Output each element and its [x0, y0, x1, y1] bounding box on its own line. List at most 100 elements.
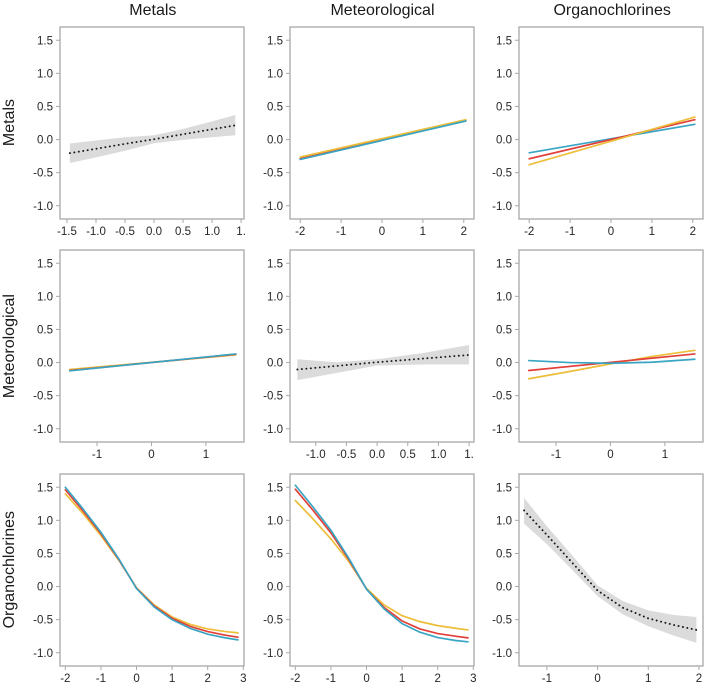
x-tick-label: -1 — [565, 226, 575, 238]
y-tick-label: -1.0 — [263, 647, 283, 659]
x-tick-label: 0 — [363, 673, 369, 685]
y-tick-label: -1.0 — [493, 647, 513, 659]
y-tick-label: 0.5 — [37, 101, 53, 113]
panel-border — [289, 26, 475, 220]
series-line-teal — [294, 484, 469, 643]
y-tick-label: 1.0 — [267, 515, 283, 527]
panel-organochlorines-organochlorines: 1.5 1.0 0.5 0.0 -0.5 -1.0 -1 0 1 2 — [479, 469, 708, 692]
x-tick-label: 2 — [690, 226, 696, 238]
x-tick-label: -2 — [295, 226, 305, 238]
x-tick-label: -1.0 — [86, 226, 106, 238]
x-tick-label: -0.5 — [336, 449, 356, 461]
x-tick-label: -1.5 — [57, 226, 77, 238]
x-tick-label: 1 — [645, 673, 651, 685]
x-tick-label: -1 — [542, 673, 552, 685]
x-tick-label: 3 — [240, 673, 246, 685]
x-tick-label: 2 — [434, 673, 440, 685]
y-tick-label: 1.5 — [496, 35, 512, 47]
confidence-band — [297, 345, 469, 381]
y-tick-label: -1.0 — [33, 647, 53, 659]
x-tick-label: 0 — [608, 226, 614, 238]
panel-metals-metals: 1.5 1.0 0.5 0.0 -0.5 -1.0 -1.5 -1.0 -0.5 0.0 0.5 1.… — [20, 22, 249, 245]
x-tick-label: 1 — [662, 449, 668, 461]
y-tick-label: 0.5 — [496, 101, 512, 113]
panel-border — [289, 473, 475, 667]
series-line-teal — [528, 358, 697, 365]
panel-organochlorines-metals: 1.5 1.0 0.5 0.0 -0.5 -1.0 -2 -1 0 1 2 3 — [20, 469, 249, 692]
panel-border — [59, 249, 245, 443]
x-tick-label: 0 — [133, 673, 139, 685]
row-label-organochlorines: Organochlorines — [0, 469, 20, 692]
panel-organochlorines-meteorological: 1.5 1.0 0.5 0.0 -0.5 -1.0 -2 -1 0 1 2 3 — [250, 469, 479, 692]
x-tick-label: 2 — [204, 673, 210, 685]
y-tick-label: 0.0 — [37, 581, 53, 593]
x-tick-label: -1 — [336, 226, 346, 238]
panel-border — [289, 249, 475, 443]
y-tick-label: -0.5 — [263, 614, 283, 626]
y-tick-label: 1.5 — [267, 482, 283, 494]
y-tick-label: 1.5 — [267, 35, 283, 47]
x-tick-label: 1.0 — [204, 226, 220, 238]
plot-meteorological-metals: 1.5 1.0 0.5 0.0 -0.5 -1.0 -1 0 1 — [33, 249, 245, 461]
x-tick-label: -2 — [524, 226, 534, 238]
y-tick-label: 0.0 — [496, 358, 512, 370]
panel-border — [59, 26, 245, 220]
x-tick-label: 1. — [464, 449, 474, 461]
series-line-red — [64, 488, 239, 638]
plot-organochlorines-meteorological: 1.5 1.0 0.5 0.0 -0.5 -1.0 -2 -1 0 1 2 3 — [263, 473, 476, 685]
panel-border — [518, 249, 704, 443]
y-tick-label: 1.5 — [496, 482, 512, 494]
y-tick-label: 0.0 — [496, 581, 512, 593]
y-tick-label: 1.0 — [496, 68, 512, 80]
y-tick-label: -1.0 — [33, 201, 53, 213]
column-header-metals: Metals — [129, 2, 177, 19]
plot-meteorological-organochlorines: 1.5 1.0 0.5 0.0 -0.5 -1.0 -1 0 1 — [493, 249, 704, 461]
y-tick-label: 1.0 — [37, 68, 53, 80]
fit-line-dotted — [296, 354, 470, 371]
series-line-teal — [64, 486, 239, 641]
y-tick-label: 1.0 — [267, 68, 283, 80]
x-tick-label: 2 — [460, 226, 466, 238]
x-tick-label: -1 — [92, 449, 102, 461]
series-line-teal — [68, 353, 237, 373]
y-tick-label: -0.5 — [493, 391, 513, 403]
row-label-text: Organochlorines — [1, 510, 18, 629]
y-tick-label: -0.5 — [33, 391, 53, 403]
column-header-meteorological: Meteorological — [330, 2, 435, 19]
y-tick-label: 1.0 — [267, 292, 283, 304]
x-tick-label: 0.0 — [146, 226, 162, 238]
y-tick-label: -0.5 — [263, 391, 283, 403]
panel-meteorological-metals: 1.5 1.0 0.5 0.0 -0.5 -1.0 -1 0 1 — [20, 245, 249, 468]
panel-meteorological-meteorological: 1.5 1.0 0.5 0.0 -0.5 -1.0 -1.0 -0.5 0.0 0.5 1.0 1. — [250, 245, 479, 468]
fit-line-dotted — [68, 124, 237, 155]
x-tick-label: 2 — [696, 673, 702, 685]
y-tick-label: 0.5 — [37, 548, 53, 560]
x-tick-label: -1 — [96, 673, 106, 685]
y-tick-label: -1.0 — [493, 424, 513, 436]
confidence-band — [524, 497, 697, 643]
panel-border — [59, 473, 245, 667]
x-tick-label: 1. — [236, 226, 246, 238]
y-tick-label: -1.0 — [263, 201, 283, 213]
x-tick-label: 0 — [608, 449, 614, 461]
y-tick-label: 0.0 — [496, 135, 512, 147]
x-tick-label: 1 — [649, 226, 655, 238]
x-tick-label: -2 — [290, 673, 300, 685]
y-tick-label: -0.5 — [33, 168, 53, 180]
y-tick-label: 1.0 — [496, 292, 512, 304]
plot-organochlorines-metals: 1.5 1.0 0.5 0.0 -0.5 -1.0 -2 -1 0 1 2 3 — [33, 473, 246, 685]
x-tick-label: 0 — [148, 449, 154, 461]
plot-organochlorines-organochlorines: 1.5 1.0 0.5 0.0 -0.5 -1.0 -1 0 1 2 — [493, 473, 704, 685]
y-tick-label: -0.5 — [33, 614, 53, 626]
series-line-yellow — [299, 118, 467, 158]
x-tick-label: -2 — [60, 673, 70, 685]
panel-metals-organochlorines: 1.5 1.0 0.5 0.0 -0.5 -1.0 -2 -1 0 1 2 — [479, 22, 708, 245]
series-line-red — [528, 118, 697, 160]
y-tick-label: -1.0 — [263, 424, 283, 436]
x-tick-label: 0.0 — [369, 449, 385, 461]
plot-meteorological-meteorological: 1.5 1.0 0.5 0.0 -0.5 -1.0 -1.0 -0.5 0.0 0.5 1.0 1. — [263, 249, 475, 461]
x-tick-label: 0.5 — [175, 226, 191, 238]
y-tick-label: 0.0 — [37, 358, 53, 370]
row-label-meteorological: Meteorological — [0, 245, 20, 468]
y-tick-label: 1.5 — [37, 482, 53, 494]
